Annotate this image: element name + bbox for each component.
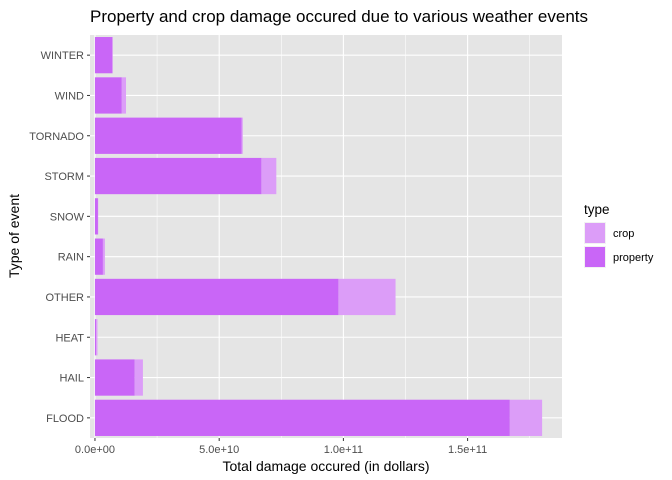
x-tick-label: 1.0e+11 (324, 444, 363, 456)
legend-label-crop: crop (613, 228, 634, 240)
bar-property-heat (94, 319, 97, 356)
y-tick-label: FLOOD (46, 413, 84, 425)
bar-property-flood (94, 399, 510, 436)
bar-property-other (94, 278, 339, 316)
legend-title: type (584, 202, 610, 217)
bar-property-snow (94, 198, 98, 235)
y-tick-label: OTHER (46, 292, 85, 304)
bar-crop-rain (102, 238, 105, 275)
legend-label-property: property (613, 252, 654, 264)
bar-crop-flood (509, 399, 543, 436)
bar-property-winter (94, 37, 113, 74)
bar-crop-wind (121, 77, 127, 114)
x-axis-label: Total damage occured (in dollars) (223, 458, 430, 474)
legend-swatch-crop (585, 223, 605, 243)
y-tick-label: WINTER (41, 50, 84, 62)
bar-property-wind (94, 77, 122, 114)
bar-crop-other (338, 278, 396, 316)
y-tick-label: RAIN (58, 252, 84, 264)
y-tick-label: SNOW (50, 211, 85, 223)
bar-crop-heat (96, 319, 98, 356)
bars (94, 37, 543, 436)
bar-property-hail (94, 359, 135, 396)
bar-crop-hail (134, 359, 143, 396)
y-tick-label: STORM (44, 171, 84, 183)
x-tick-label: 1.5e+11 (448, 444, 487, 456)
y-axis-ticks: FLOOD HAIL HEAT OTHER RAIN SNOW STORM TORNADO WI… (29, 50, 90, 425)
y-tick-label: HAIL (60, 373, 84, 385)
x-tick-label: 0.0e+00 (75, 444, 115, 456)
y-tick-label: WIND (55, 90, 84, 102)
bar-property-rain (94, 238, 103, 275)
x-tick-label: 5.0e+10 (199, 444, 239, 456)
chart-title: Property and crop damage occured due to … (90, 7, 588, 26)
y-tick-label: TORNADO (29, 131, 84, 143)
plot-panel (90, 35, 562, 438)
y-axis-label: Type of event (6, 194, 22, 278)
bar-crop-storm (261, 157, 277, 195)
legend-swatch-property (585, 247, 605, 267)
bar-crop-tornado (241, 117, 243, 154)
bar-property-storm (94, 157, 262, 195)
legend-items: crop property (584, 222, 654, 268)
bar-property-tornado (94, 117, 242, 154)
x-axis-ticks: 0.0e+00 5.0e+10 1.0e+11 1.5e+11 (75, 438, 487, 456)
y-tick-label: HEAT (55, 332, 84, 344)
legend: type crop property (584, 202, 654, 268)
